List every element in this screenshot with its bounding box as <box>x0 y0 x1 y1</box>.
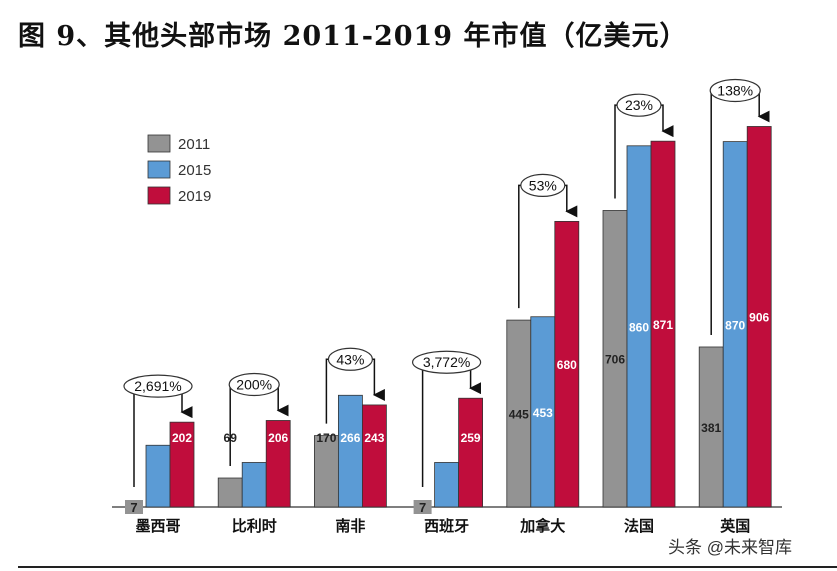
bar-value-label: 202 <box>172 431 192 445</box>
bar-2019 <box>746 126 772 508</box>
growth-ellipse <box>327 347 373 371</box>
bar-2015 <box>337 394 363 508</box>
bar-2011 <box>217 477 243 508</box>
legend-label-2019: 2019 <box>178 188 211 205</box>
category-label: 法国 <box>624 517 654 535</box>
growth-ellipse <box>412 350 482 374</box>
bottom-rule <box>18 566 837 568</box>
bar-value-label: 381 <box>701 421 721 435</box>
bar-2019 <box>554 220 580 508</box>
bar-label-box <box>125 500 143 514</box>
bar-2015 <box>530 316 556 508</box>
bar-value-label: 906 <box>749 311 769 325</box>
growth-bracket <box>124 385 135 487</box>
growth-arrow <box>564 184 578 218</box>
bar-value-label: 7 <box>419 500 426 515</box>
bar-value-label: 106 <box>437 431 457 445</box>
bar-2019 <box>361 404 387 508</box>
category-label: 比利时 <box>232 517 277 535</box>
bar-value-label: 860 <box>629 320 649 334</box>
bar-value-label: 7 <box>130 500 137 515</box>
growth-bracket <box>412 361 424 487</box>
category-label: 南非 <box>335 517 365 535</box>
category-label: 西班牙 <box>424 517 469 535</box>
bar-value-label: 680 <box>557 358 577 372</box>
growth-bracket <box>710 89 712 335</box>
legend-swatch-2011 <box>147 134 171 153</box>
bar-2015 <box>626 145 652 508</box>
bar-value-label: 243 <box>364 431 384 445</box>
growth-label: 200% <box>236 376 272 392</box>
bar-2019 <box>650 140 676 508</box>
growth-ellipse <box>520 173 566 197</box>
bar-value-label: 147 <box>148 431 168 445</box>
bar-2015 <box>241 462 267 508</box>
growth-ellipse <box>123 374 193 398</box>
growth-bracket <box>518 184 521 309</box>
legend-label-2015: 2015 <box>178 162 211 179</box>
growth-label: 138% <box>717 82 753 98</box>
bar-value-label: 170 <box>316 431 336 445</box>
bar-2011 <box>506 319 532 508</box>
bar-value-label: 445 <box>509 408 529 422</box>
bar-2019 <box>169 421 195 508</box>
growth-label: 23% <box>625 97 653 113</box>
bar-value-label: 106 <box>244 431 264 445</box>
growth-bracket <box>614 104 617 199</box>
growth-ellipse <box>228 372 280 397</box>
growth-label: 3,772% <box>423 354 470 370</box>
growth-label: 2,691% <box>134 378 181 394</box>
bar-label-box <box>413 500 432 514</box>
legend-swatch-2015 <box>147 160 171 179</box>
bar-2015 <box>434 462 460 508</box>
legend-label-2011: 2011 <box>178 136 210 153</box>
growth-label: 53% <box>529 177 557 193</box>
growth-ellipse <box>709 78 761 103</box>
bar-2019 <box>265 420 291 508</box>
bar-2019 <box>458 397 484 508</box>
category-label: 墨西哥 <box>135 518 180 535</box>
category-label: 英国 <box>720 517 750 535</box>
chart-title: 图 9、其他头部市场 2011-2019 年市值（亿美元） <box>18 21 688 52</box>
bar-value-label: 706 <box>605 353 625 367</box>
growth-arrow <box>661 104 674 138</box>
growth-ellipse <box>616 93 662 117</box>
bar-value-label: 259 <box>461 431 481 445</box>
legend-swatch-2019 <box>147 186 171 205</box>
bar-value-label: 870 <box>725 318 745 332</box>
bar-value-label: 206 <box>268 431 288 445</box>
bar-2015 <box>145 444 171 508</box>
bar-value-label: 871 <box>653 318 673 332</box>
growth-arrow <box>372 358 385 401</box>
bar-value-label: 266 <box>340 431 360 445</box>
growth-label: 43% <box>336 351 364 367</box>
growth-bracket <box>229 383 231 467</box>
bar-value-label: 453 <box>533 406 553 420</box>
bar-2011 <box>313 435 339 508</box>
watermark: 头条 @未来智库 <box>668 538 792 557</box>
category-label: 加拿大 <box>519 517 565 535</box>
growth-bracket <box>325 358 329 424</box>
